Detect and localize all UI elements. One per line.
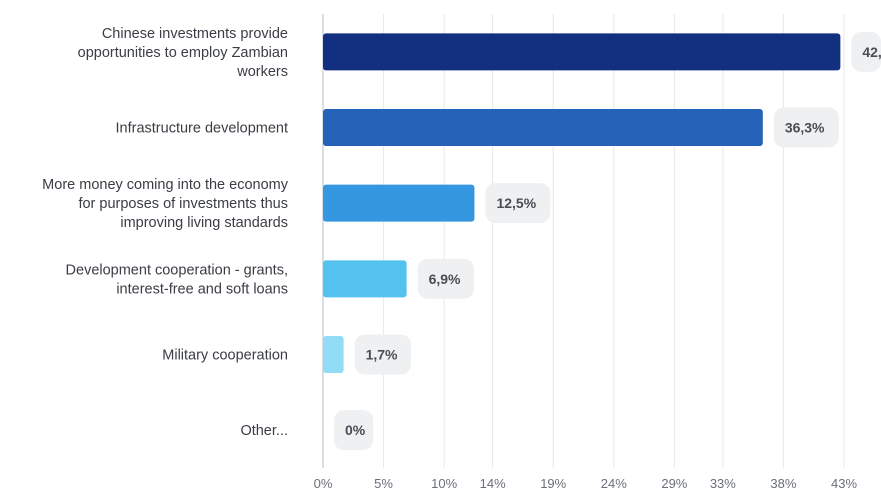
- value-label: 0%: [334, 410, 374, 451]
- x-tick-label: 5%: [374, 476, 393, 491]
- category-label: Infrastructure development: [116, 121, 288, 137]
- x-tick-label: 0%: [314, 476, 333, 491]
- value-label-pill: [851, 31, 881, 72]
- value-label-pill: [417, 258, 475, 299]
- x-tick-label: 19%: [540, 476, 566, 491]
- bars: [323, 33, 841, 373]
- bar: [323, 336, 344, 373]
- value-label-pill: [773, 107, 839, 148]
- category-label: Development cooperation - grants, interes…: [66, 262, 288, 297]
- x-tick-label: 24%: [601, 476, 627, 491]
- bar: [323, 184, 475, 222]
- value-label: 1,7%: [354, 334, 411, 375]
- value-label-pill: [334, 410, 374, 451]
- value-label-text: 6,9%: [429, 271, 461, 287]
- bar: [323, 33, 841, 71]
- category-label: Other...: [240, 423, 288, 439]
- category-labels: Chinese investments provide opportunities…: [42, 26, 289, 439]
- x-axis-tick-labels: 0% 5% 10% 14% 19% 24% 29% 33% 38% 43%: [314, 476, 858, 491]
- value-label: 42,: [851, 31, 881, 72]
- value-label: 36,3%: [773, 107, 839, 148]
- category-label: Chinese investments provide opportunities…: [78, 26, 288, 80]
- value-label-text: 36,3%: [785, 120, 825, 136]
- value-label-text: 12,5%: [496, 195, 536, 211]
- x-tick-label: 43%: [831, 476, 857, 491]
- value-labels: 42, 36,3% 12,5% 6,9% 1,7% 0%: [334, 31, 881, 451]
- x-tick-label: 14%: [480, 476, 506, 491]
- bar: [323, 109, 763, 146]
- value-label-pill: [354, 334, 411, 375]
- category-label: Military cooperation: [162, 348, 288, 364]
- x-tick-label: 29%: [661, 476, 687, 491]
- grid-lines: [322, 14, 845, 468]
- x-tick-label: 10%: [431, 476, 457, 491]
- value-label: 12,5%: [485, 183, 551, 224]
- category-label: More money coming into the economy for pu…: [42, 177, 289, 231]
- value-label: 6,9%: [417, 258, 475, 299]
- value-label-pill: [485, 183, 551, 224]
- value-label-text: 0%: [345, 422, 366, 438]
- x-tick-label: 33%: [710, 476, 736, 491]
- value-label-text: 42,: [862, 44, 881, 60]
- value-label-text: 1,7%: [366, 347, 398, 363]
- bar: [323, 260, 407, 298]
- x-tick-label: 38%: [770, 476, 796, 491]
